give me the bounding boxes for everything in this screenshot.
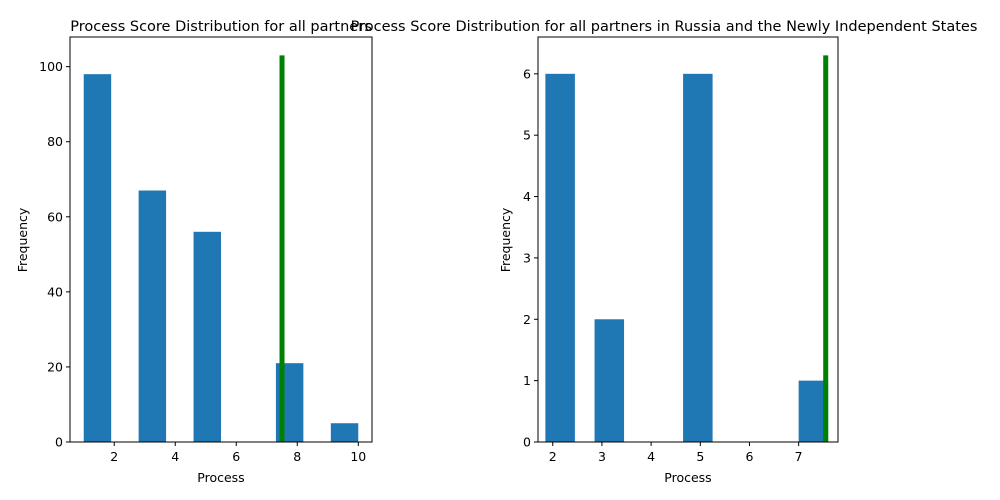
x-tick-label: 4 (647, 449, 655, 464)
chart-title-right: Process Score Distribution for all partn… (351, 19, 978, 35)
y-axis-label-right: Frequency (498, 207, 513, 272)
x-tick-label: 2 (549, 449, 557, 464)
y-tick-label: 2 (523, 312, 531, 327)
x-tick-label: 3 (598, 449, 606, 464)
histogram-bar-right-2 (683, 73, 713, 443)
x-tick-label: 6 (232, 449, 240, 464)
bars-left (83, 74, 359, 442)
y-tick-label: 0 (55, 435, 63, 450)
histogram-bar-left-5 (330, 423, 359, 442)
x-tick-label: 5 (696, 449, 704, 464)
x-tick-label: 2 (110, 449, 118, 464)
y-tick-label: 1 (523, 373, 531, 388)
axes-frame-left (69, 36, 373, 443)
y-tick-label: 40 (47, 284, 63, 299)
bars-right (545, 73, 829, 443)
x-tick-label: 10 (350, 449, 366, 464)
y-tick-label: 4 (523, 189, 531, 204)
x-ticks-left: 2 4 6 8 10 (110, 442, 366, 464)
chart-title-left: Process Score Distribution for all partn… (70, 19, 372, 35)
y-ticks-right: 0 1 2 3 4 5 6 (523, 66, 538, 450)
y-tick-label: 0 (523, 435, 531, 450)
y-tick-label: 80 (47, 134, 63, 149)
y-tick-label: 6 (523, 66, 531, 81)
axes-border-left (69, 36, 373, 443)
histogram-bar-right-0 (545, 73, 575, 443)
y-tick-label: 3 (523, 250, 531, 265)
x-ticks-right: 2 3 4 5 6 7 (549, 442, 803, 464)
y-axis-label-left: Frequency (15, 207, 30, 272)
y-ticks-left: 0 20 40 60 80 100 (39, 59, 70, 450)
y-tick-label: 20 (47, 359, 63, 374)
x-axis-label-left: Process (197, 470, 244, 485)
histogram-bar-left-0 (83, 74, 112, 442)
histogram-bar-left-1 (138, 190, 167, 442)
axes-frame-right (537, 36, 839, 443)
histogram-bar-right-1 (594, 319, 625, 442)
x-tick-label: 8 (293, 449, 301, 464)
x-tick-label: 6 (745, 449, 753, 464)
histogram-bar-left-2 (193, 231, 221, 442)
y-tick-label: 60 (47, 209, 63, 224)
chart-left: 2 4 6 8 10 0 20 40 60 80 100 Process Score Distri… (15, 19, 373, 485)
x-tick-label: 4 (171, 449, 179, 464)
chart-right: 2 3 4 5 6 7 0 1 2 3 4 5 6 Process Score Distributio… (351, 19, 978, 485)
y-tick-label: 100 (39, 59, 63, 74)
axes-border-right (537, 36, 839, 443)
y-tick-label: 5 (523, 128, 531, 143)
x-tick-label: 7 (795, 449, 803, 464)
x-axis-label-right: Process (664, 470, 711, 485)
